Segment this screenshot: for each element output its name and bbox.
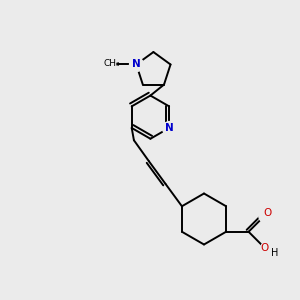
Text: CH₃: CH₃	[104, 59, 121, 68]
Text: O: O	[264, 208, 272, 218]
Text: N: N	[165, 123, 173, 133]
Text: O: O	[260, 243, 268, 253]
Text: H: H	[271, 248, 278, 258]
Text: N: N	[132, 59, 141, 70]
